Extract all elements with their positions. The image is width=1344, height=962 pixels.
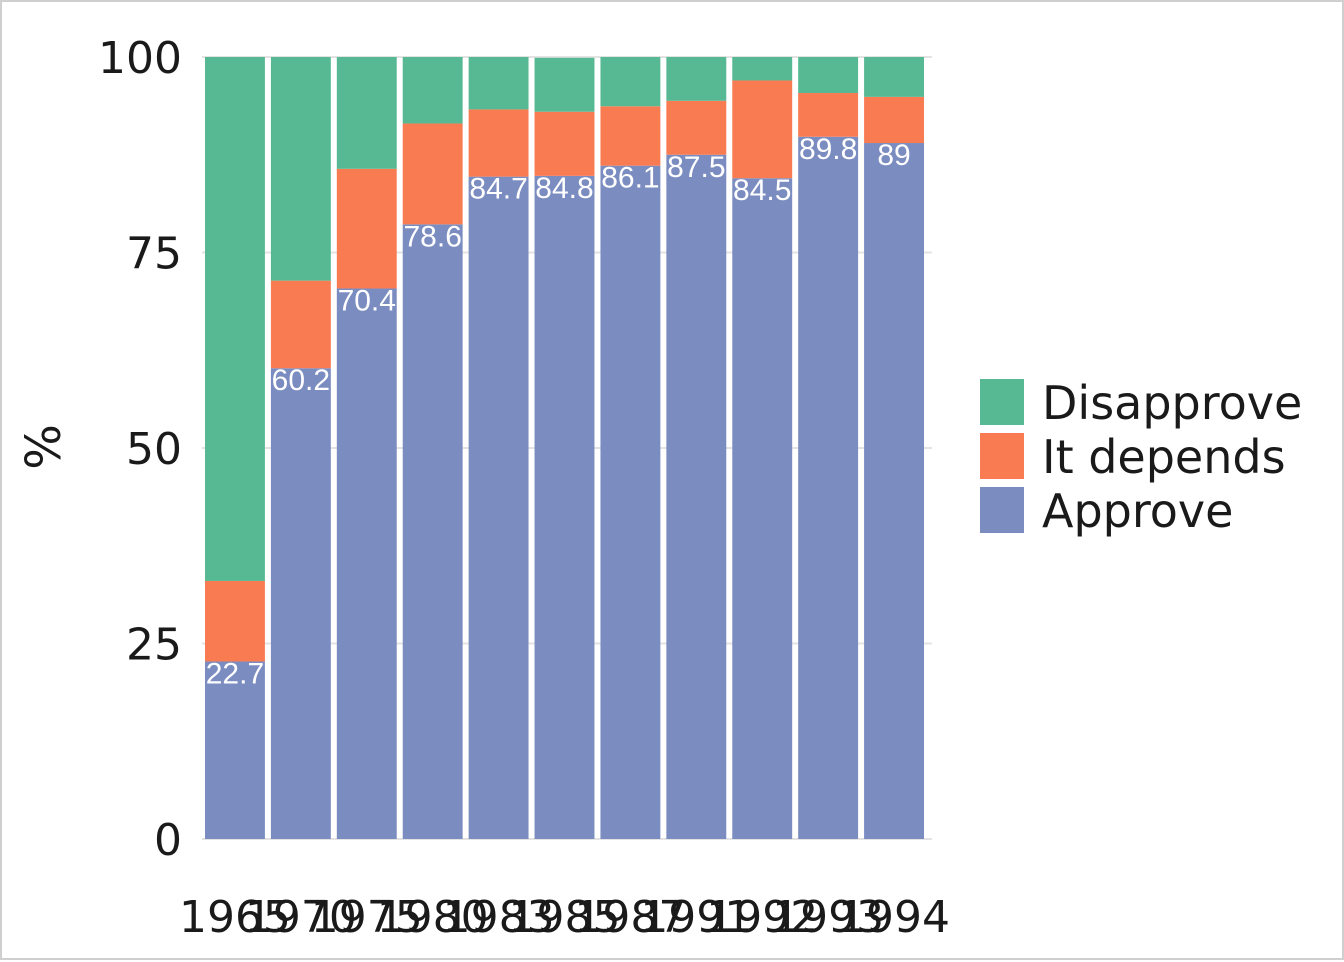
data-label: 60.2: [272, 364, 330, 397]
data-label: 70.4: [338, 284, 396, 317]
data-labels: 22.7 60.2 70.478.684.7 84.8 86.1 87.584.589.8…: [206, 133, 911, 691]
y-tick-label: 25: [126, 620, 182, 671]
bar-segment-it-depends: [402, 123, 463, 225]
bars: [205, 57, 924, 839]
bar-segment-it-depends: [205, 580, 265, 662]
bar-segment-approve: [402, 224, 463, 839]
bar-segment-it-depends: [864, 96, 924, 144]
data-label: 89.8: [799, 133, 857, 166]
x-tick-label: 1983: [443, 892, 555, 943]
bar-segment-it-depends: [336, 168, 397, 289]
bar-segment-approve: [600, 165, 661, 839]
bar-segment-approve: [666, 154, 727, 839]
legend-swatch-approve: [980, 487, 1024, 533]
bar-segment-approve: [798, 136, 859, 839]
bar-segment-disapprove: [336, 57, 397, 169]
y-tick-label: 100: [98, 33, 182, 84]
bar-segment-disapprove: [798, 57, 859, 93]
y-tick-label: 0: [154, 815, 182, 866]
bar-segment-disapprove: [468, 57, 529, 110]
bar-segment-approve: [205, 661, 265, 839]
bar-segment-approve: [336, 288, 397, 839]
y-axis-label: %: [16, 424, 72, 470]
data-label: 87.5: [667, 151, 725, 184]
bar-segment-disapprove: [402, 57, 463, 124]
x-tick-label: 1992: [706, 892, 818, 943]
bar-segment-it-depends: [798, 92, 859, 137]
data-label: 89: [877, 139, 910, 172]
x-tick-label: 1980: [377, 892, 489, 943]
y-tick-label: 50: [126, 424, 182, 475]
bar-segment-approve: [864, 143, 924, 839]
bar-segment-disapprove: [864, 57, 924, 97]
x-tick-label: 1987: [574, 892, 686, 943]
bar-segment-approve: [534, 175, 595, 839]
bar-segment-it-depends: [666, 100, 727, 155]
bar-segment-approve: [270, 368, 331, 839]
bar-segment-it-depends: [270, 280, 331, 369]
y-axis-ticks: 0 25 50 75 100: [98, 33, 182, 866]
bar-segment-disapprove: [205, 57, 265, 581]
bar-segment-disapprove: [732, 57, 793, 81]
x-tick-label: 1993: [772, 892, 884, 943]
x-tick-label: 1994: [838, 892, 950, 943]
data-label: 84.8: [535, 172, 593, 205]
bar-segment-approve: [468, 176, 529, 839]
data-label: 84.5: [733, 174, 791, 207]
x-axis-ticks: 1965197019751980198319851987199119921993…: [179, 892, 950, 943]
data-label: 86.1: [601, 162, 659, 195]
bar-segment-it-depends: [468, 109, 529, 177]
legend-label: Approve: [1042, 484, 1233, 538]
y-tick-label: 75: [126, 229, 182, 280]
bar-segment-it-depends: [534, 111, 595, 176]
data-label: 22.7: [206, 657, 264, 690]
data-label: 84.7: [469, 173, 527, 206]
bar-segment-disapprove: [600, 57, 661, 107]
bar-segment-it-depends: [732, 80, 793, 179]
x-tick-label: 1970: [245, 892, 357, 943]
data-label: 78.6: [403, 220, 461, 253]
x-tick-label: 1991: [640, 892, 752, 943]
bar-segment-disapprove: [270, 57, 331, 281]
bar-segment-disapprove: [666, 57, 727, 101]
legend-swatch-it-depends: [980, 433, 1024, 479]
x-tick-label: 1965: [179, 892, 291, 943]
bar-segment-approve: [732, 178, 793, 839]
x-tick-label: 1975: [311, 892, 423, 943]
bar-segment-it-depends: [600, 106, 661, 166]
bar-segment-disapprove: [534, 57, 595, 112]
legend-label: It depends: [1042, 430, 1286, 484]
legend-swatch-disapprove: [980, 379, 1024, 425]
legend-label: Disapprove: [1042, 376, 1302, 430]
x-tick-label: 1985: [509, 892, 621, 943]
